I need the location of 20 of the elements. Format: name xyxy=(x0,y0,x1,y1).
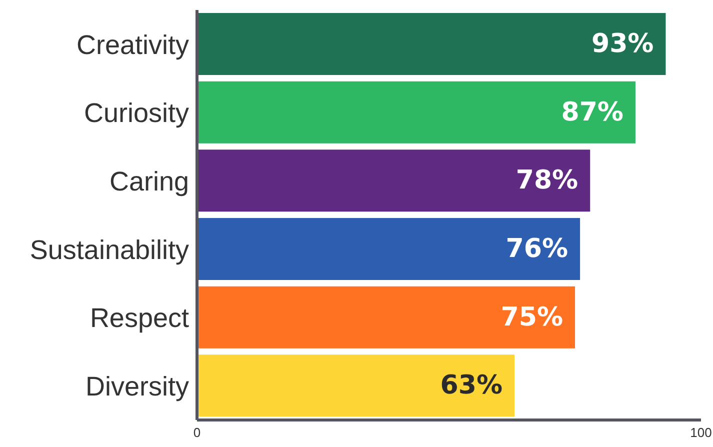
y-tick-label: Caring xyxy=(109,166,189,196)
data-label: 63% xyxy=(440,370,503,401)
y-tick-label: Curiosity xyxy=(84,98,190,128)
bar xyxy=(197,81,636,144)
data-label: 87% xyxy=(561,97,624,128)
data-label: 78% xyxy=(516,166,578,196)
bar xyxy=(197,354,515,417)
x-tick-label: 0 xyxy=(193,425,201,440)
y-tick-label: Respect xyxy=(90,303,190,334)
x-tick-label: 100 xyxy=(690,425,712,440)
bar xyxy=(197,150,590,212)
y-tick-label: Diversity xyxy=(85,371,190,402)
y-tick-label: Sustainability xyxy=(30,234,190,265)
bar xyxy=(197,13,666,75)
data-label: 93% xyxy=(591,29,654,59)
data-label: 75% xyxy=(500,302,563,332)
bar xyxy=(197,218,580,280)
y-tick-label: Creativity xyxy=(76,30,190,60)
bar xyxy=(197,286,575,348)
data-label: 76% xyxy=(506,234,568,264)
